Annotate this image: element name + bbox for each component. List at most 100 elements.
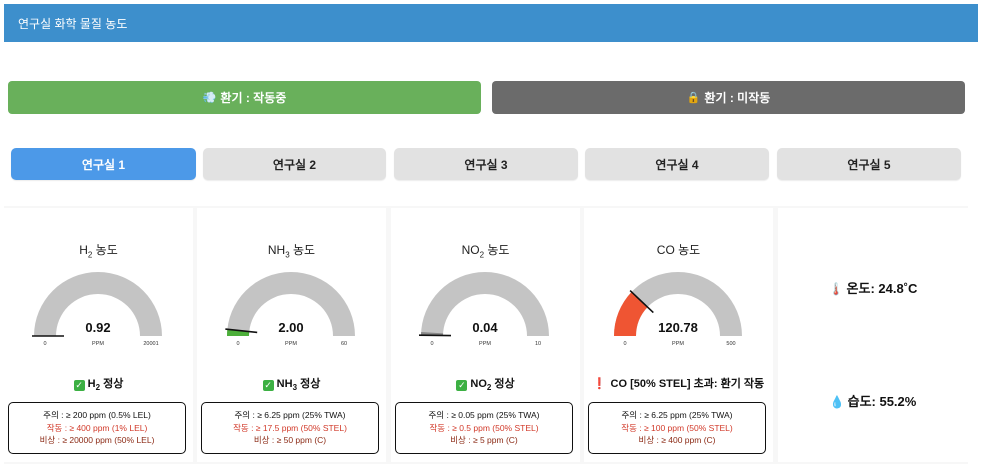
gauge-unit: PPM: [479, 341, 491, 347]
gauge-max: 10: [535, 341, 541, 347]
gauge-chart: 0.92 PPM 0 20001: [31, 272, 162, 347]
check-icon: ✓: [262, 380, 274, 391]
sensor-card-nh3: NH3 농도 2.00 PPM 0 60 ✓ NH3 정상 주의 : ≥ 6.25 ppm (…: [197, 208, 386, 462]
gauge-unit: PPM: [672, 341, 684, 347]
status-text: 정상: [297, 378, 321, 390]
gauge-fill: [227, 329, 250, 336]
threshold-box: 주의 : ≥ 6.25 ppm (25% TWA) 작동 : ≥ 100 ppm …: [588, 402, 766, 454]
ventilation-on-button[interactable]: 💨 환기 : 작동중: [8, 81, 481, 114]
sensor-status: ✓ NO2 정상: [391, 375, 580, 392]
gauge-value: 0.92: [85, 320, 110, 335]
gauge-value: 120.78: [658, 320, 698, 335]
gauge-unit: PPM: [92, 341, 104, 347]
gauge-fill: [614, 291, 648, 336]
status-formula-subscript: 3: [292, 383, 298, 393]
threshold-operate: 작동 : ≥ 100 ppm (50% STEL): [621, 422, 733, 433]
gauge-max: 60: [341, 341, 347, 347]
gauge-track: [227, 272, 355, 336]
gauge-needle: [629, 290, 654, 314]
gauge-value: 0.04: [472, 320, 498, 335]
exclamation-icon: ❗: [592, 378, 607, 390]
gauge-chart: 120.78 PPM 0 500: [614, 272, 742, 347]
status-formula: NO: [470, 378, 487, 390]
thermometer-icon: 🌡️: [828, 282, 844, 296]
gauge-min: 0: [43, 341, 46, 347]
gauge-value: 2.00: [278, 320, 303, 335]
status-formula-subscript: 2: [486, 383, 492, 393]
tab-lab-4[interactable]: 연구실 4: [585, 148, 769, 180]
ventilation-off-label: 환기 : 미작동: [704, 91, 771, 105]
check-icon: ✓: [456, 380, 468, 391]
sensor-formula: NO: [461, 243, 480, 257]
sensor-card-no2: NO2 농도 0.04 PPM 0 10 ✓ NO2 정상 주의 : ≥ 0.05 ppm (…: [391, 208, 580, 462]
tab-lab-2[interactable]: 연구실 2: [203, 148, 386, 180]
sensor-formula-subscript: 2: [479, 250, 485, 260]
threshold-emergency: 비상 : ≥ 400 ppm (C): [638, 435, 716, 445]
threshold-operate: 작동 : ≥ 17.5 ppm (50% STEL): [233, 422, 347, 433]
threshold-box: 주의 : ≥ 0.05 ppm (25% TWA) 작동 : ≥ 0.5 ppm …: [395, 402, 573, 454]
threshold-caution: 주의 : ≥ 6.25 ppm (25% TWA): [234, 410, 346, 420]
sensor-title-suffix: 농도: [289, 243, 316, 257]
sensor-card-co: CO 농도 120.78 PPM 0 500 ❗ CO [50% STEL] 초과: 환기 …: [584, 208, 773, 462]
page-title: 연구실 화학 물질 농도: [18, 16, 128, 31]
check-icon: ✓: [73, 380, 85, 391]
sensor-card-h2: H2 농도 0.92 PPM 0 20001 ✓ H2 정상 주의 : ≥ 200 ppm (…: [4, 208, 193, 462]
gauge-min: 0: [430, 341, 433, 347]
droplet-icon: 💧: [829, 395, 845, 409]
sensor-title-suffix: 농도: [92, 243, 118, 257]
environment-card: 🌡️ 온도: 24.8˚C 💧 습도: 55.2%: [778, 208, 968, 462]
threshold-operate: 작동 : ≥ 400 ppm (1% LEL): [46, 422, 148, 433]
status-text: 정상: [100, 378, 124, 390]
humidity-label: 습도: 55.2%: [847, 394, 917, 409]
threshold-emergency: 비상 : ≥ 20000 ppm (50% LEL): [39, 435, 155, 445]
tab-lab-5[interactable]: 연구실 5: [777, 148, 961, 180]
sensor-title: NO2 농도: [391, 241, 580, 259]
threshold-caution: 주의 : ≥ 200 ppm (0.5% LEL): [43, 410, 151, 420]
humidity-readout: 💧 습도: 55.2%: [778, 391, 968, 410]
wind-icon: 💨: [202, 92, 217, 104]
gauge-track: [421, 272, 549, 336]
status-formula-subscript: 2: [95, 383, 101, 393]
status-formula: H: [87, 378, 96, 390]
threshold-box: 주의 : ≥ 200 ppm (0.5% LEL) 작동 : ≥ 400 ppm …: [8, 402, 186, 454]
status-text: 정상: [491, 378, 515, 390]
gauge-chart: 2.00 PPM 0 60: [225, 272, 355, 347]
ventilation-on-label: 환기 : 작동중: [220, 91, 287, 105]
gauge-min: 0: [236, 341, 239, 347]
gauge-track: [614, 272, 742, 336]
sensor-title: NH3 농도: [197, 241, 386, 259]
sensor-title: CO 농도: [584, 241, 773, 259]
threshold-emergency: 비상 : ≥ 5 ppm (C): [450, 435, 518, 445]
ventilation-off-button[interactable]: 🔒 환기 : 미작동: [492, 81, 965, 114]
sensor-title: H2 농도: [4, 241, 193, 259]
temperature-readout: 🌡️ 온도: 24.8˚C: [778, 278, 968, 297]
threshold-operate: 작동 : ≥ 0.5 ppm (50% STEL): [429, 422, 539, 433]
threshold-box: 주의 : ≥ 6.25 ppm (25% TWA) 작동 : ≥ 17.5 ppm…: [201, 402, 379, 454]
sensor-formula-subscript: 2: [87, 250, 93, 260]
lock-icon: 🔒: [686, 92, 701, 104]
threshold-caution: 주의 : ≥ 6.25 ppm (25% TWA): [621, 410, 733, 420]
tab-lab-1[interactable]: 연구실 1: [11, 148, 196, 180]
gauge-track: [34, 272, 162, 336]
sensor-formula: CO: [656, 243, 675, 257]
gauge-needle: [225, 328, 258, 334]
sensor-status: ✓ H2 정상: [4, 375, 193, 392]
status-formula: CO [50% STEL] 초과: 환기 작동: [610, 378, 765, 390]
gauge-min: 0: [623, 341, 626, 347]
status-formula: NH: [276, 378, 293, 390]
threshold-caution: 주의 : ≥ 0.05 ppm (25% TWA): [428, 410, 540, 420]
app-header: 연구실 화학 물질 농도: [4, 4, 978, 42]
gauge-max: 20001: [143, 341, 158, 347]
sensor-formula: H: [79, 243, 88, 257]
gauge-max: 500: [726, 341, 735, 347]
gauge-chart: 0.04 PPM 0 10: [418, 272, 549, 347]
sensor-title-suffix: 농도: [484, 243, 510, 257]
sensor-formula: NH: [267, 243, 286, 257]
sensor-formula-subscript: 3: [285, 250, 290, 260]
sensor-status: ✓ NH3 정상: [197, 375, 386, 392]
tab-lab-3[interactable]: 연구실 3: [394, 148, 578, 180]
temperature-label: 온도: 24.8˚C: [846, 281, 918, 296]
sensor-status: ❗ CO [50% STEL] 초과: 환기 작동: [584, 375, 773, 392]
threshold-emergency: 비상 : ≥ 50 ppm (C): [253, 435, 327, 445]
gauge-unit: PPM: [285, 341, 297, 347]
